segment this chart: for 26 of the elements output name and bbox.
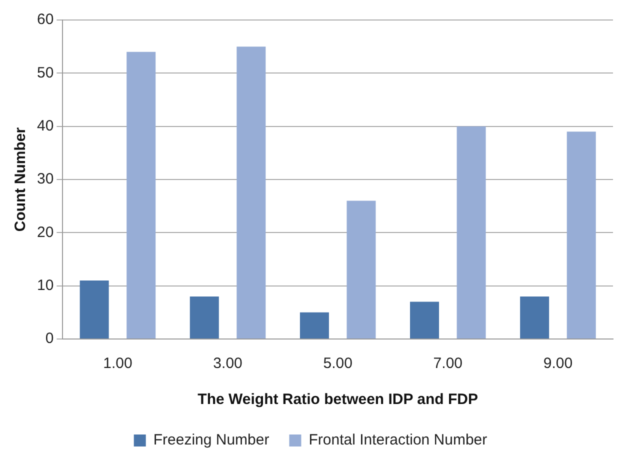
x-axis-title: The Weight Ratio between IDP and FDP: [198, 391, 478, 408]
x-tick-label: 9.00: [543, 355, 573, 372]
bar: [566, 132, 596, 338]
bar: [346, 200, 376, 338]
legend-label: Frontal Interaction Number: [308, 432, 488, 449]
x-tick-label: 1.00: [103, 355, 132, 372]
bar: [236, 46, 266, 338]
y-tick-label: 10: [36, 276, 54, 294]
y-tick-label: 20: [36, 224, 54, 241]
bar: [126, 52, 156, 338]
x-tick-label: 7.00: [433, 355, 463, 372]
y-tick-label: 40: [36, 117, 54, 134]
bar: [410, 302, 440, 338]
legend-label: Freezing Number: [153, 432, 270, 449]
bar: [456, 126, 486, 338]
bar: [80, 280, 109, 338]
y-axis-title: Count Number: [12, 127, 30, 232]
y-tick-label: 60: [36, 11, 54, 28]
bar: [520, 296, 550, 338]
bar: [300, 312, 329, 338]
y-tick-label: 0: [45, 330, 54, 348]
x-tick-label: 3.00: [213, 355, 242, 372]
x-tick-label: 5.00: [323, 355, 352, 372]
y-tick-label: 50: [36, 64, 54, 82]
y-tick-label: 30: [36, 170, 54, 188]
bar: [190, 296, 219, 338]
